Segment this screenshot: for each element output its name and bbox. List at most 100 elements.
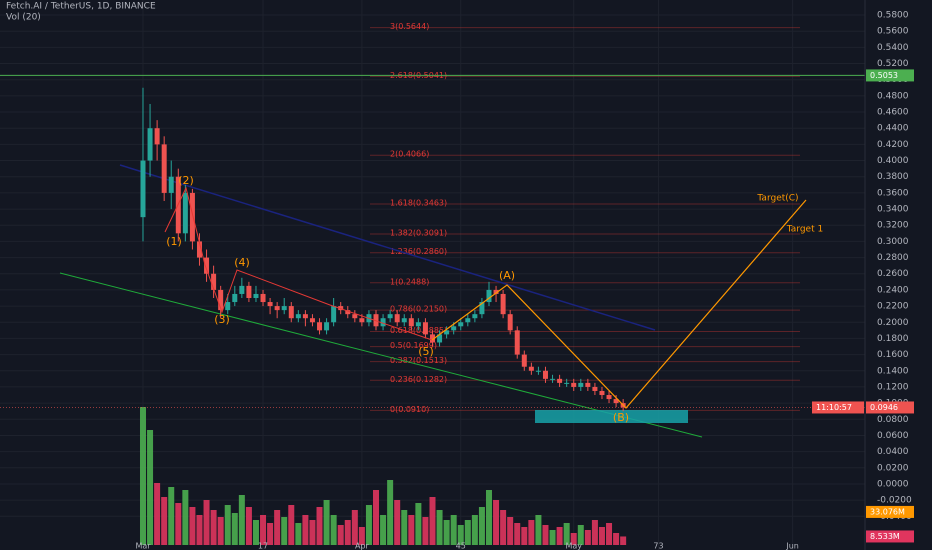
candle-body <box>437 334 443 343</box>
wave-label: (4) <box>234 256 250 269</box>
candle-body <box>472 314 478 319</box>
candle-body <box>267 302 273 307</box>
volume-bar <box>182 490 189 545</box>
countdown-bg <box>812 401 864 414</box>
fib-label: 3(0.5644) <box>390 22 429 31</box>
candle-body <box>338 306 344 311</box>
y-tick-label: 0.0800 <box>877 415 909 425</box>
volume-bar <box>189 507 196 545</box>
candle-body <box>613 399 619 404</box>
last-price-badge: 0.0946 <box>870 403 898 412</box>
x-tick-label: 17 <box>258 542 268 550</box>
volume-bar <box>267 523 274 545</box>
price-line-badge: 0.5053 <box>870 71 898 80</box>
volume-bar <box>436 510 443 545</box>
wave-label: (B) <box>613 411 629 424</box>
fib-label: 1.382(0.3091) <box>390 229 447 238</box>
candle-body <box>415 322 421 327</box>
correction-wave <box>431 199 807 409</box>
volume-bar <box>556 527 563 545</box>
candle-body <box>422 322 428 335</box>
volume-bar <box>514 523 521 545</box>
grid <box>0 0 865 550</box>
volume-bar <box>210 510 217 545</box>
y-tick-label: 0.1400 <box>877 366 909 376</box>
volume-bar <box>415 503 422 545</box>
y-tick-label: 0.3200 <box>877 221 909 231</box>
volume-bar <box>196 515 203 545</box>
candle-body <box>232 293 238 303</box>
y-tick-label: 0.2000 <box>877 318 909 328</box>
volume-bar <box>203 500 210 545</box>
candle-body <box>196 241 202 258</box>
y-tick-label: 0.5200 <box>877 59 909 69</box>
y-tick-label: 0.1600 <box>877 350 909 360</box>
y-tick-label: 0.1800 <box>877 334 909 344</box>
fib-label: 2(0.4066) <box>390 150 429 159</box>
last-volume-badge: 8.533M <box>870 532 900 541</box>
y-tick-label: 0.5600 <box>877 27 909 37</box>
wave-label: (2) <box>178 174 194 187</box>
candle-body <box>571 382 577 387</box>
volume-title: Vol (20) <box>6 13 41 23</box>
lower-trendline <box>59 272 703 438</box>
fib-levels: 3(0.5644)2.618(0.5041)2(0.4066)1.618(0.3… <box>0 22 865 414</box>
x-tick-label: Apr <box>355 542 370 550</box>
candle-body <box>317 322 323 331</box>
volume-bar <box>302 515 309 545</box>
candle-body <box>493 289 499 294</box>
candle-body <box>514 330 520 355</box>
y-tick-label: 0.2600 <box>877 269 909 279</box>
volume-bar <box>358 527 365 545</box>
candle-body <box>585 382 591 387</box>
volume-bar <box>344 520 351 545</box>
axis-labels: 0.58000.56000.54000.52000.50000.48000.46… <box>135 11 914 550</box>
fib-label: 0.236(0.1282) <box>390 375 447 384</box>
volume-bar <box>613 533 620 545</box>
volume-bar <box>500 510 507 545</box>
candle-body <box>606 395 612 400</box>
fib-label: 0.786(0.2150) <box>390 305 447 314</box>
volume-bar <box>549 530 556 545</box>
volume-bar <box>260 515 267 545</box>
volume-bar <box>464 520 471 545</box>
volume-bar <box>394 500 401 545</box>
candle-body <box>507 314 513 331</box>
upper-trendline <box>119 164 656 331</box>
last-price-badge-bg <box>866 401 914 414</box>
candle-body <box>465 318 471 323</box>
wave-label: (A) <box>499 269 515 282</box>
fib-label: 1.618(0.3463) <box>390 198 447 207</box>
volume-bar <box>528 520 535 545</box>
candle-body <box>486 289 492 303</box>
volume-bar <box>281 517 288 545</box>
candle-body <box>302 314 308 319</box>
x-tick-label: May <box>565 542 582 550</box>
volume-bar <box>161 497 168 545</box>
volume-bar <box>365 505 372 545</box>
volume-bar <box>493 500 500 545</box>
volume-bar <box>485 490 492 545</box>
wave-label: (5) <box>418 345 434 358</box>
candle-body <box>225 302 231 311</box>
fib-label: 0.618(0.1885) <box>390 326 447 335</box>
price-line-badge-bg <box>866 69 914 82</box>
candle-body <box>359 318 365 323</box>
impulse-wave <box>164 186 433 341</box>
candle-body <box>500 293 506 315</box>
chart-title: Fetch.AI / TetherUS, 1D, BINANCE <box>6 2 156 12</box>
y-tick-label: 0.3600 <box>877 188 909 198</box>
volume-bar <box>570 533 577 545</box>
candle-body <box>352 314 358 319</box>
candle-body <box>394 314 400 323</box>
candle-body <box>260 293 266 303</box>
volume-bar <box>274 510 281 545</box>
volume-bar <box>535 515 542 545</box>
wave-label: (3) <box>214 313 230 326</box>
candle-body <box>218 289 224 311</box>
target-label: Target(C) <box>756 194 798 204</box>
y-tick-label: 0.0600 <box>877 431 909 441</box>
candle-body <box>444 330 450 335</box>
candle-body <box>331 306 337 323</box>
volume-bar <box>380 515 387 545</box>
